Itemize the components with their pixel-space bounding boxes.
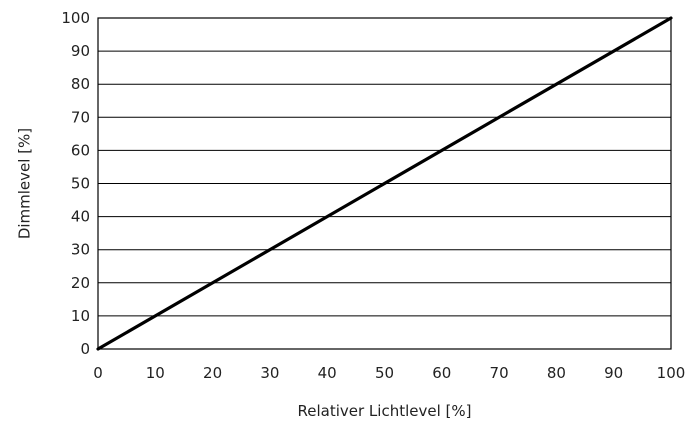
x-tick-label-90: 90 [604, 364, 623, 382]
y-tick-label-80: 80 [71, 75, 90, 93]
y-tick-label-10: 10 [71, 307, 90, 325]
y-tick-label-40: 40 [71, 208, 90, 226]
y-tick-label-100: 100 [61, 9, 90, 27]
x-tick-label-0: 0 [93, 364, 103, 382]
x-tick-label-60: 60 [432, 364, 451, 382]
y-tick-label-0: 0 [80, 340, 90, 358]
y-tick-label-90: 90 [71, 42, 90, 60]
x-tick-label-100: 100 [657, 364, 686, 382]
y-tick-label-30: 30 [71, 241, 90, 259]
x-tick-labels: 0 10 20 30 40 50 60 70 80 90 100 [93, 364, 685, 382]
y-tick-labels: 0 10 20 30 40 50 60 70 80 90 100 [61, 9, 90, 358]
x-tick-label-10: 10 [146, 364, 165, 382]
x-tick-label-30: 30 [260, 364, 279, 382]
series-line-0 [96, 16, 673, 351]
x-tick-label-50: 50 [375, 364, 394, 382]
y-axis-label: Dimmlevel [%] [15, 128, 33, 239]
plot-frame [97, 17, 672, 350]
series-layer [96, 16, 673, 351]
x-tick-label-20: 20 [203, 364, 222, 382]
x-tick-label-70: 70 [490, 364, 509, 382]
x-tick-label-40: 40 [318, 364, 337, 382]
x-axis-label: Relativer Lichtlevel [%] [298, 402, 472, 420]
x-tick-label-80: 80 [547, 364, 566, 382]
y-tick-label-60: 60 [71, 141, 90, 159]
y-tick-label-70: 70 [71, 108, 90, 126]
y-tick-label-20: 20 [71, 274, 90, 292]
y-tick-label-50: 50 [71, 175, 90, 193]
